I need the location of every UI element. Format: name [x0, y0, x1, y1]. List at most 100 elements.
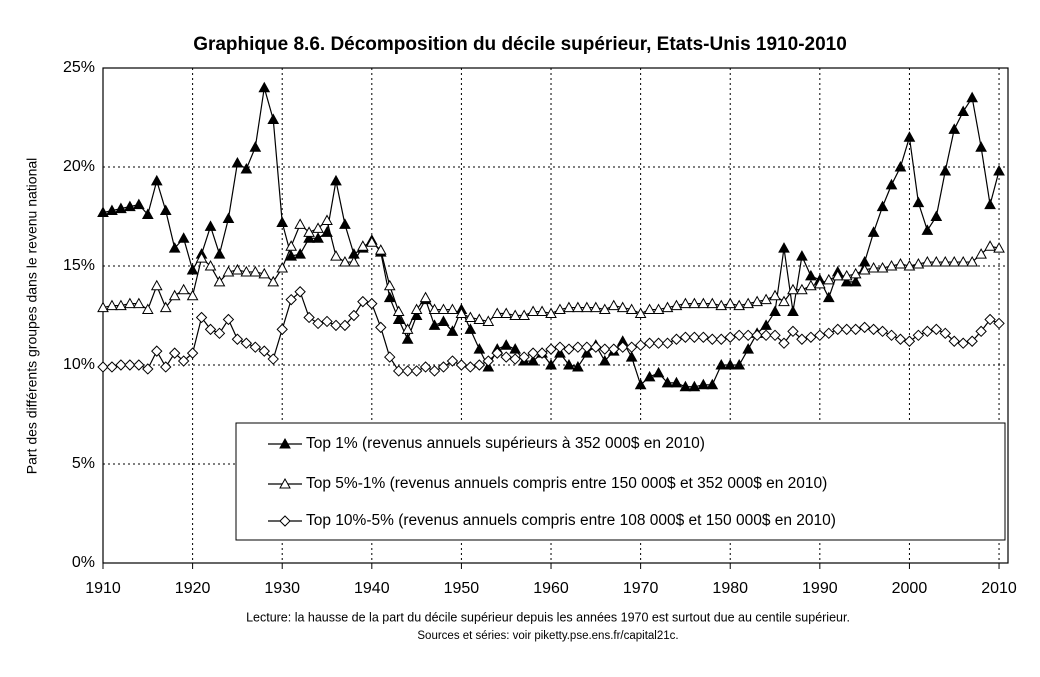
point: [419, 361, 432, 373]
point: [733, 299, 746, 311]
point: [688, 297, 701, 309]
legend-label: Top 10%-5% (revenus annuels compris entr…: [306, 512, 836, 529]
point: [867, 323, 880, 336]
point: [518, 309, 530, 320]
point: [294, 218, 306, 229]
point: [858, 321, 871, 334]
point: [276, 323, 288, 336]
point: [303, 226, 315, 237]
point: [993, 317, 1005, 330]
point: [186, 289, 199, 301]
point: [715, 333, 727, 345]
point: [634, 339, 647, 351]
point: [330, 250, 342, 261]
point: [258, 345, 270, 357]
point: [285, 293, 297, 306]
x-tick-label: 1970: [623, 580, 659, 597]
point: [294, 248, 306, 259]
legend-label: Top 1% (revenus annuels supérieurs à 352…: [306, 435, 705, 452]
point: [339, 218, 351, 229]
point: [823, 327, 835, 340]
legend-label: Top 5%-1% (revenus annuels compris entre…: [306, 475, 827, 492]
point: [267, 113, 280, 124]
point: [912, 196, 925, 208]
point: [599, 343, 611, 355]
point: [598, 355, 611, 366]
point: [276, 216, 289, 227]
point: [473, 359, 486, 371]
point: [249, 341, 262, 353]
point: [339, 319, 351, 332]
point: [186, 347, 199, 359]
point: [724, 358, 737, 370]
point: [482, 315, 495, 326]
point: [410, 365, 423, 377]
point: [348, 256, 360, 267]
point: [437, 315, 450, 326]
point: [822, 291, 835, 303]
point: [796, 250, 808, 261]
point: [975, 141, 987, 152]
point: [849, 323, 862, 336]
point: [464, 323, 477, 334]
point: [957, 337, 969, 349]
point: [106, 299, 118, 311]
point: [500, 307, 513, 319]
point: [769, 305, 781, 317]
point: [903, 335, 916, 347]
point: [357, 240, 369, 251]
point: [258, 267, 271, 279]
point: [330, 319, 342, 332]
y-tick-label: 15%: [63, 257, 95, 274]
point: [554, 303, 566, 315]
legend-box: [235, 422, 1006, 541]
point: [840, 275, 853, 287]
point: [330, 174, 342, 186]
point: [930, 210, 943, 221]
point: [321, 214, 333, 225]
legend-marker: [279, 477, 291, 489]
point: [670, 299, 683, 311]
point: [375, 321, 387, 334]
point: [706, 297, 719, 309]
point: [339, 256, 351, 267]
point: [536, 347, 548, 359]
point: [563, 301, 575, 313]
point: [742, 297, 754, 309]
point: [652, 337, 665, 349]
point: [168, 289, 181, 301]
legend-marker: [279, 515, 291, 527]
point: [294, 286, 306, 298]
point: [419, 291, 432, 303]
point: [455, 307, 468, 319]
point: [688, 380, 701, 392]
point: [455, 359, 468, 371]
chart-title: Graphique 8.6. Décomposition du décile s…: [193, 34, 847, 55]
point: [661, 337, 674, 349]
point: [384, 351, 396, 363]
point: [222, 265, 235, 277]
point: [805, 279, 817, 291]
point: [97, 206, 109, 218]
point: [858, 263, 871, 275]
point: [724, 331, 736, 343]
point: [509, 309, 522, 320]
point: [401, 333, 414, 344]
point: [401, 323, 414, 334]
point: [195, 311, 208, 324]
point: [634, 307, 647, 319]
point: [921, 224, 934, 235]
point: [652, 303, 665, 315]
point: [876, 325, 889, 338]
point: [894, 160, 907, 172]
point: [383, 291, 396, 303]
point: [231, 157, 244, 168]
point: [930, 323, 943, 336]
point: [428, 303, 441, 315]
point: [984, 198, 996, 210]
point: [213, 275, 226, 287]
point: [500, 339, 513, 350]
point: [849, 275, 862, 287]
